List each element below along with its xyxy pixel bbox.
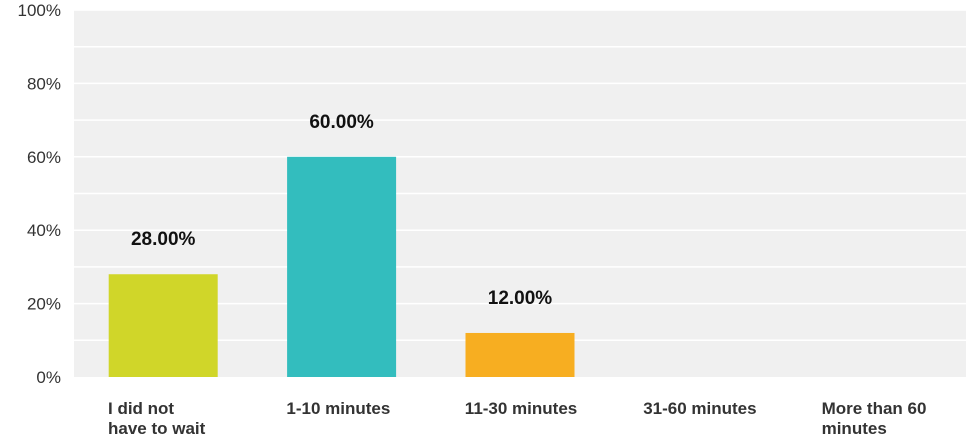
y-tick-label: 40% bbox=[27, 221, 61, 240]
data-label: 12.00% bbox=[488, 288, 553, 309]
bars bbox=[108, 156, 575, 377]
bar-2 bbox=[465, 332, 575, 377]
y-tick-label: 100% bbox=[18, 1, 61, 20]
y-tick-label: 0% bbox=[36, 368, 61, 387]
x-category-label: 1-10 minutes bbox=[286, 399, 390, 418]
x-category-label: have to wait bbox=[108, 419, 206, 438]
x-category-label: 31-60 minutes bbox=[643, 399, 756, 418]
x-category-label: I did not bbox=[108, 399, 174, 418]
data-label: 60.00% bbox=[309, 112, 374, 133]
data-labels: 28.00% 60.00% 12.00% bbox=[131, 112, 552, 309]
gridlines bbox=[74, 9, 966, 342]
bar-1 bbox=[287, 156, 397, 377]
y-tick-label: 20% bbox=[27, 295, 61, 314]
y-axis-tick-labels: 0% 20% 40% 60% 80% 100% bbox=[18, 1, 61, 387]
y-tick-label: 80% bbox=[27, 74, 61, 93]
x-category-label: More than 60 bbox=[822, 399, 927, 418]
data-label: 28.00% bbox=[131, 229, 196, 250]
x-category-label: 11-30 minutes bbox=[465, 399, 577, 418]
x-category-label: minutes bbox=[822, 419, 887, 438]
y-tick-label: 60% bbox=[27, 148, 61, 167]
bar-0 bbox=[108, 274, 218, 377]
